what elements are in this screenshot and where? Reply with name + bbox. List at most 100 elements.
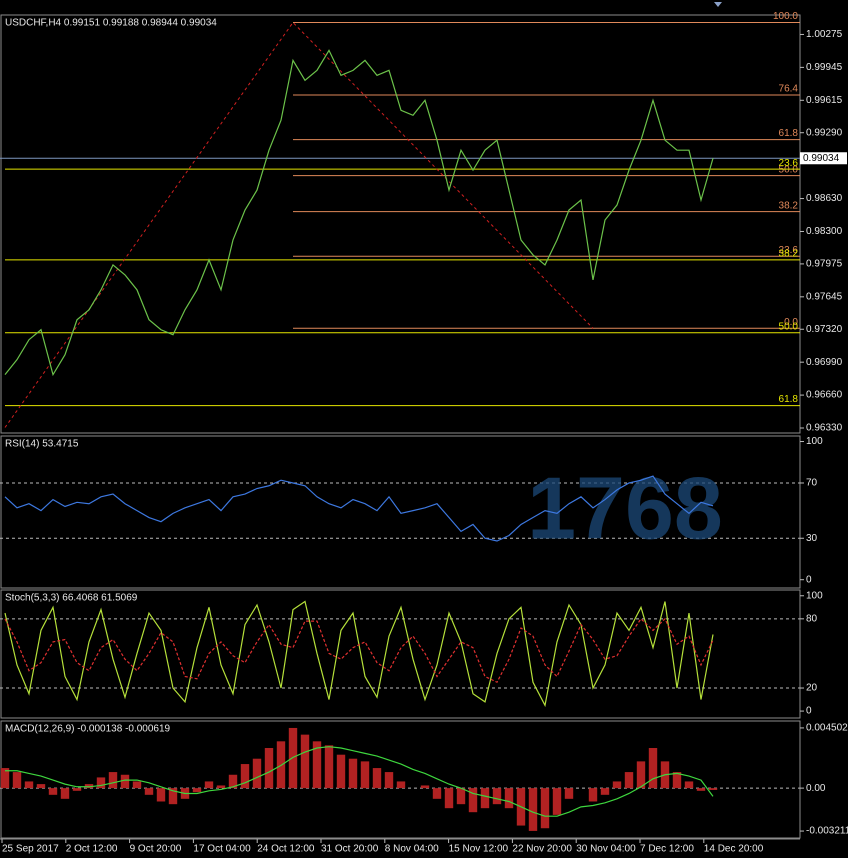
pane-title: MACD(12,26,9) -0.000138 -0.000619 bbox=[5, 724, 171, 735]
series-line bbox=[4, 617, 714, 684]
histogram-bar bbox=[468, 788, 478, 813]
histogram-bar bbox=[540, 788, 550, 829]
y-tick-label: 0.97320 bbox=[806, 324, 843, 335]
fibo-label: 76.4 bbox=[779, 84, 799, 95]
histogram-bar bbox=[72, 788, 82, 791]
pane-title: USDCHF,H4 0.99151 0.99188 0.98944 0.9903… bbox=[5, 18, 217, 29]
y-tick-label: 0.00 bbox=[806, 783, 826, 794]
time-label: 25 Sep 2017 bbox=[2, 844, 59, 855]
time-label: 14 Dec 20:00 bbox=[704, 844, 764, 855]
time-label: 17 Oct 04:00 bbox=[193, 844, 251, 855]
pane-title: Stoch(5,3,3) 66.4068 61.5069 bbox=[5, 593, 138, 604]
histogram-bar bbox=[324, 745, 334, 789]
histogram-bar bbox=[672, 772, 682, 789]
histogram-bar bbox=[312, 741, 322, 789]
histogram-bar bbox=[612, 781, 622, 789]
time-label: 24 Oct 12:00 bbox=[257, 844, 315, 855]
histogram-bar bbox=[132, 781, 142, 789]
histogram-bar bbox=[708, 788, 718, 790]
pane-border bbox=[0, 589, 801, 719]
histogram-bar bbox=[492, 788, 502, 805]
time-label: 8 Nov 04:00 bbox=[385, 844, 439, 855]
histogram-bar bbox=[528, 788, 538, 831]
watermark: 1768 bbox=[527, 458, 723, 557]
fibo-label: 100.0 bbox=[773, 11, 798, 22]
histogram-bar bbox=[36, 784, 46, 789]
fibo-label: 61.8 bbox=[779, 128, 799, 139]
y-tick-label: 0.96330 bbox=[806, 423, 843, 434]
y-tick-label: 0.96660 bbox=[806, 390, 843, 401]
fibo-label: 38.2 bbox=[779, 249, 799, 260]
histogram-bar bbox=[336, 754, 346, 789]
series-line bbox=[4, 49, 714, 377]
histogram-bar bbox=[60, 788, 70, 799]
y-tick-label: 80 bbox=[806, 613, 818, 624]
histogram-bar bbox=[48, 788, 58, 795]
histogram-bar bbox=[372, 768, 382, 789]
histogram-bar bbox=[444, 788, 454, 809]
time-label: 30 Nov 04:00 bbox=[576, 844, 636, 855]
time-label: 15 Nov 12:00 bbox=[449, 844, 509, 855]
histogram-bar bbox=[456, 788, 466, 805]
pane-border bbox=[0, 435, 801, 589]
histogram-bar bbox=[228, 774, 238, 789]
histogram-bar bbox=[504, 788, 514, 809]
fibo-label: 50.0 bbox=[779, 321, 799, 332]
histogram-bar bbox=[684, 781, 694, 789]
y-tick-label: 0.99945 bbox=[806, 62, 843, 73]
y-tick-label: 1.00275 bbox=[806, 29, 843, 40]
current-price-label: 0.99034 bbox=[803, 153, 840, 164]
y-tick-label: 0 bbox=[806, 706, 812, 717]
series-line bbox=[4, 475, 714, 542]
histogram-bar bbox=[624, 772, 634, 789]
time-label: 7 Dec 12:00 bbox=[640, 844, 694, 855]
y-tick-label: 30 bbox=[806, 533, 818, 544]
histogram-bar bbox=[168, 788, 178, 805]
y-tick-label: 0.97645 bbox=[806, 291, 843, 302]
y-tick-label: 0.97975 bbox=[806, 259, 843, 270]
scroll-marker bbox=[714, 2, 722, 7]
time-label: 22 Nov 20:00 bbox=[512, 844, 572, 855]
y-tick-label: 20 bbox=[806, 683, 818, 694]
histogram-bar bbox=[600, 788, 610, 795]
pane-title: RSI(14) 53.4715 bbox=[5, 439, 79, 450]
time-label: 31 Oct 20:00 bbox=[321, 844, 379, 855]
histogram-bar bbox=[696, 788, 706, 791]
y-tick-label: 100 bbox=[806, 436, 823, 447]
fibo-label: 23.6 bbox=[779, 245, 799, 256]
histogram-bar bbox=[588, 788, 598, 802]
histogram-bar bbox=[420, 785, 430, 789]
histogram-bar bbox=[24, 781, 34, 789]
histogram-bar bbox=[432, 788, 442, 799]
series-line bbox=[5, 746, 714, 817]
histogram-bar bbox=[552, 788, 562, 815]
y-tick-label: 0.99290 bbox=[806, 127, 843, 138]
histogram-bar bbox=[360, 761, 370, 789]
histogram-bar bbox=[480, 788, 490, 809]
histogram-bar bbox=[564, 788, 574, 799]
y-tick-label: 0 bbox=[806, 574, 812, 585]
histogram-bar bbox=[648, 748, 658, 789]
histogram-bar bbox=[348, 758, 358, 789]
histogram-bar bbox=[156, 788, 166, 802]
y-tick-label: 0.99615 bbox=[806, 95, 843, 106]
histogram-bar bbox=[192, 788, 202, 793]
histogram-bar bbox=[96, 777, 106, 789]
histogram-bar bbox=[216, 785, 226, 789]
histogram-bar bbox=[204, 781, 214, 789]
y-tick-label: 0.96990 bbox=[806, 357, 843, 368]
pane-border bbox=[0, 14, 801, 434]
time-label: 2 Oct 12:00 bbox=[66, 844, 118, 855]
histogram-bar bbox=[144, 788, 154, 795]
zigzag bbox=[4, 21, 594, 428]
fibo-label: 50.0 bbox=[779, 164, 799, 175]
fibo-label: 0.0 bbox=[784, 317, 798, 328]
histogram-bar bbox=[12, 772, 22, 789]
histogram-bar bbox=[636, 761, 646, 789]
histogram-bar bbox=[84, 784, 94, 789]
histogram-bar bbox=[0, 768, 10, 789]
y-tick-label: 0.98630 bbox=[806, 193, 843, 204]
